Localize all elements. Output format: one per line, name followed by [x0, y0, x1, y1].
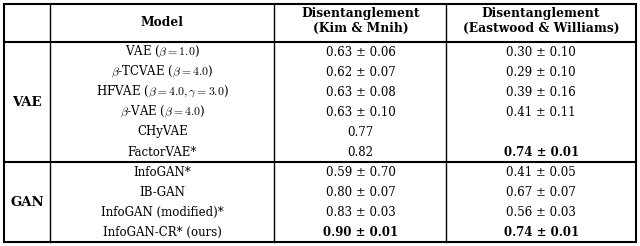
- Text: 0.80 ± 0.07: 0.80 ± 0.07: [326, 185, 396, 199]
- Text: 0.41 ± 0.05: 0.41 ± 0.05: [506, 166, 576, 179]
- Text: Disentanglement
(Kim & Mnih): Disentanglement (Kim & Mnih): [301, 7, 420, 35]
- Text: 0.56 ± 0.03: 0.56 ± 0.03: [506, 205, 576, 218]
- Text: Model: Model: [141, 16, 184, 30]
- Text: InfoGAN (modified)*: InfoGAN (modified)*: [101, 205, 224, 218]
- Text: FactorVAE*: FactorVAE*: [127, 145, 197, 158]
- Text: CHyVAE: CHyVAE: [137, 125, 188, 138]
- Text: 0.83 ± 0.03: 0.83 ± 0.03: [326, 205, 396, 218]
- Text: GAN: GAN: [10, 196, 44, 209]
- Text: 0.74 ± 0.01: 0.74 ± 0.01: [504, 145, 579, 158]
- Text: $\beta$-VAE ($\beta = 4.0$): $\beta$-VAE ($\beta = 4.0$): [120, 104, 205, 120]
- Text: 0.82: 0.82: [348, 145, 374, 158]
- Text: 0.67 ± 0.07: 0.67 ± 0.07: [506, 185, 576, 199]
- Text: 0.63 ± 0.10: 0.63 ± 0.10: [326, 106, 396, 119]
- Text: 0.39 ± 0.16: 0.39 ± 0.16: [506, 86, 576, 98]
- Text: HFVAE ($\beta = 4.0, \gamma = 3.0$): HFVAE ($\beta = 4.0, \gamma = 3.0$): [96, 84, 228, 100]
- Text: 0.77: 0.77: [348, 125, 374, 138]
- Text: 0.30 ± 0.10: 0.30 ± 0.10: [506, 46, 576, 59]
- Text: 0.63 ± 0.08: 0.63 ± 0.08: [326, 86, 396, 98]
- Text: 0.41 ± 0.11: 0.41 ± 0.11: [506, 106, 576, 119]
- Text: VAE ($\beta = 1.0$): VAE ($\beta = 1.0$): [125, 44, 200, 60]
- Text: $\beta$-TCVAE ($\beta = 4.0$): $\beta$-TCVAE ($\beta = 4.0$): [111, 64, 213, 80]
- Text: Disentanglement
(Eastwood & Williams): Disentanglement (Eastwood & Williams): [463, 7, 620, 35]
- Text: InfoGAN-CR* (ours): InfoGAN-CR* (ours): [103, 226, 221, 239]
- Text: 0.63 ± 0.06: 0.63 ± 0.06: [326, 46, 396, 59]
- Text: 0.90 ± 0.01: 0.90 ± 0.01: [323, 226, 398, 239]
- Text: VAE: VAE: [12, 95, 42, 108]
- Text: IB-GAN: IB-GAN: [140, 185, 185, 199]
- Text: 0.62 ± 0.07: 0.62 ± 0.07: [326, 65, 396, 78]
- Text: 0.59 ± 0.70: 0.59 ± 0.70: [326, 166, 396, 179]
- Text: InfoGAN*: InfoGAN*: [134, 166, 191, 179]
- Text: 0.29 ± 0.10: 0.29 ± 0.10: [506, 65, 576, 78]
- Text: 0.74 ± 0.01: 0.74 ± 0.01: [504, 226, 579, 239]
